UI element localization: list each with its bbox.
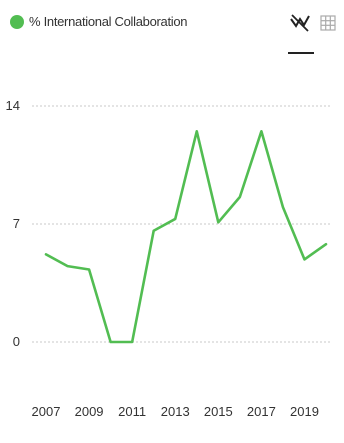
table-view-button[interactable] [314, 8, 342, 38]
data-point[interactable] [64, 262, 72, 270]
x-tick-label: 2015 [204, 404, 233, 419]
x-tick-label: 2009 [75, 404, 104, 419]
y-tick-label: 14 [6, 98, 20, 113]
data-point[interactable] [279, 203, 287, 211]
data-point[interactable] [85, 266, 93, 274]
table-grid-icon [320, 15, 336, 31]
data-point[interactable] [107, 338, 115, 346]
x-tick-label: 2017 [247, 404, 276, 419]
legend-marker [10, 14, 24, 29]
view-toggle [286, 8, 342, 54]
series-layer [42, 127, 330, 346]
chart-view-button[interactable] [286, 8, 314, 38]
line-chart-icon [290, 14, 310, 32]
data-point[interactable] [257, 127, 265, 135]
gridlines [32, 105, 330, 343]
data-point[interactable] [214, 218, 222, 226]
legend[interactable]: % International Collaboration [10, 14, 188, 29]
x-tick-label: 2019 [290, 404, 319, 419]
y-tick-label: 0 [13, 334, 20, 349]
x-axis-ticks: 2007 2009 2011 2013 2015 2017 2019 [32, 404, 319, 419]
data-point[interactable] [300, 255, 308, 263]
data-point[interactable] [171, 215, 179, 223]
active-view-indicator [288, 52, 314, 54]
x-tick-label: 2007 [32, 404, 61, 419]
data-point[interactable] [150, 227, 158, 235]
data-point[interactable] [42, 250, 50, 258]
data-point[interactable] [236, 193, 244, 201]
chart-header: % International Collaboration [0, 0, 344, 54]
legend-label: % International Collaboration [29, 14, 188, 29]
x-tick-label: 2011 [118, 404, 146, 419]
y-tick-label: 7 [13, 216, 20, 231]
series-line [44, 129, 328, 344]
data-point[interactable] [322, 240, 330, 248]
x-tick-label: 2013 [161, 404, 190, 419]
y-axis-ticks: 0 7 14 [6, 98, 20, 349]
data-point[interactable] [128, 338, 136, 346]
data-point[interactable] [193, 127, 201, 135]
